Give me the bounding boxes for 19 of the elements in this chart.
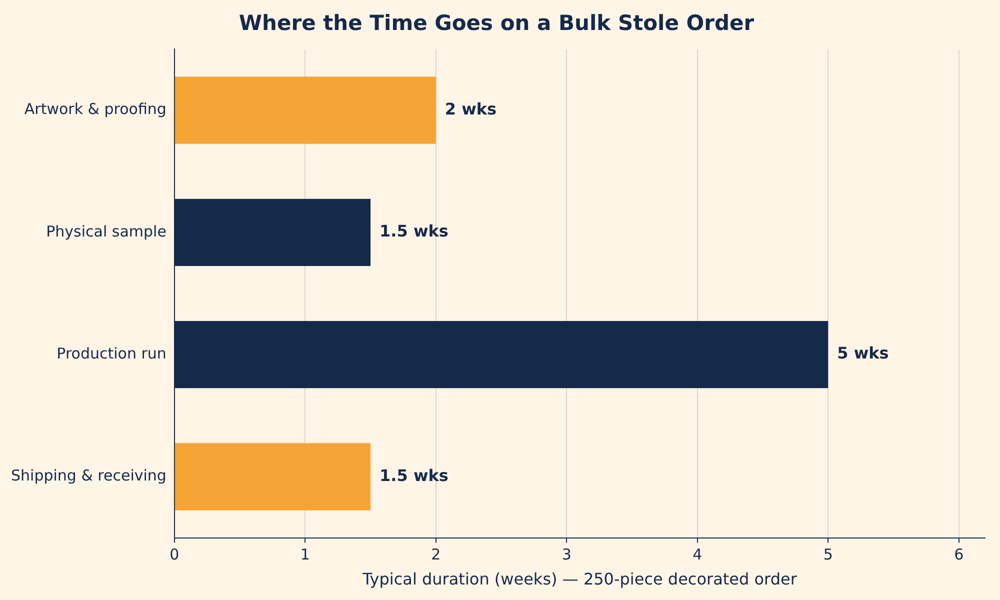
x-tick-label: 4	[692, 546, 702, 564]
y-tick-label: Shipping & receiving	[10, 466, 166, 485]
y-tick-label: Production run	[56, 344, 166, 362]
bar	[174, 443, 371, 510]
x-tick-label: 1	[300, 546, 310, 564]
x-tick-label: 0	[170, 546, 180, 564]
data-label: 5 wks	[837, 344, 889, 363]
x-tick-label: 6	[954, 546, 964, 564]
bar	[174, 76, 436, 144]
data-label: 1.5 wks	[380, 466, 448, 485]
x-tick-label: 3	[562, 546, 572, 564]
y-tick-label: Artwork & proofing	[24, 100, 166, 118]
chart-title: Where the Time Goes on a Bulk Stole Order	[238, 11, 755, 36]
x-axis-title: Typical duration (weeks) — 250-piece decorated order	[362, 570, 798, 589]
x-tick-label: 5	[823, 546, 833, 564]
y-tick-label: Physical sample	[46, 222, 166, 240]
x-tick-label: 2	[431, 546, 441, 564]
data-label: 1.5 wks	[380, 222, 448, 241]
data-label: 2 wks	[444, 99, 497, 118]
